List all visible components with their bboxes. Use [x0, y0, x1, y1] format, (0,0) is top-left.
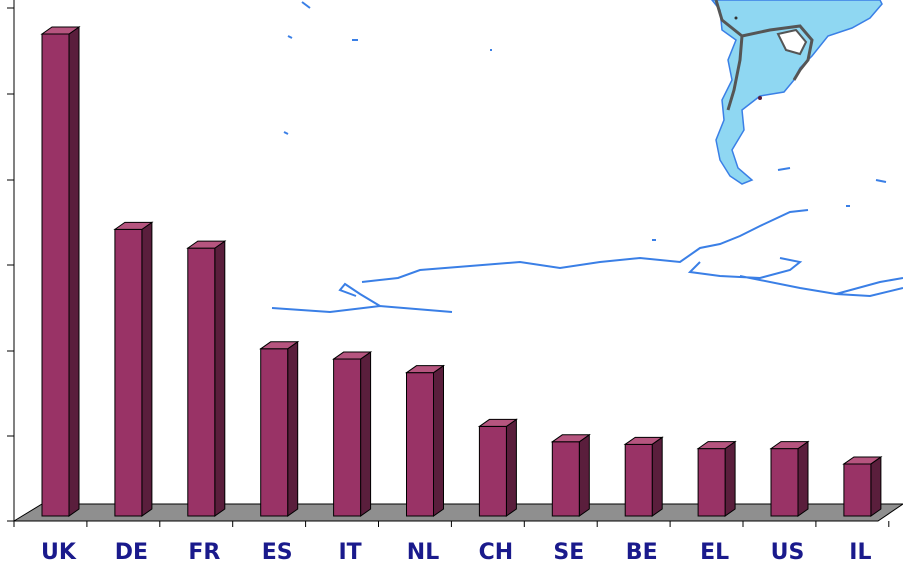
bar-us	[769, 440, 810, 517]
map-continent-outline	[711, 0, 883, 185]
y-axis	[7, 0, 15, 522]
bar-front	[406, 372, 434, 517]
bar-side	[651, 436, 663, 517]
bar-front	[697, 448, 726, 517]
bar-top	[550, 434, 591, 443]
x-tick-label: CH	[479, 540, 514, 564]
bar-be	[623, 436, 664, 517]
bar-ch	[477, 418, 518, 517]
bar-front	[187, 247, 216, 517]
map-inner-region	[776, 28, 808, 56]
bar-top	[332, 351, 373, 360]
bar-it	[332, 351, 373, 517]
x-tick-label: FR	[188, 540, 220, 564]
bar-side	[724, 440, 736, 517]
x-tick-label: IL	[849, 540, 871, 564]
x-tick-label: DE	[115, 540, 148, 564]
bar-top	[769, 441, 810, 450]
bar-top	[404, 365, 446, 374]
map-coastline-south	[271, 209, 903, 314]
bar-side	[360, 351, 372, 517]
x-axis-ticks	[13, 521, 890, 527]
bar-front	[770, 448, 799, 517]
bar-side	[578, 433, 590, 517]
bar-top	[696, 441, 737, 450]
x-tick-label: EL	[700, 540, 729, 564]
x-tick-label: IT	[338, 540, 361, 564]
bar-front	[260, 348, 289, 517]
bar-side	[141, 221, 153, 517]
x-tick-label: US	[771, 540, 805, 564]
bar-side	[68, 26, 80, 517]
bar-nl	[404, 364, 446, 517]
bar-side	[505, 418, 517, 517]
background-map	[271, 0, 903, 314]
x-tick-label: UK	[41, 540, 77, 564]
bar-top	[40, 26, 81, 35]
x-tick-label: BE	[626, 540, 658, 564]
bar-front	[624, 443, 653, 517]
bar-side	[797, 440, 809, 517]
bar-top	[477, 418, 518, 427]
bars-group	[40, 26, 883, 517]
bar-side	[214, 240, 226, 517]
bar-fr	[186, 240, 227, 517]
bar-top	[842, 456, 883, 465]
bar-front	[478, 425, 507, 517]
bar-top	[186, 240, 227, 249]
x-tick-label: ES	[262, 540, 293, 564]
bar-side	[287, 340, 299, 517]
bar-de	[113, 221, 154, 517]
bar-uk	[40, 26, 81, 517]
bar-front	[41, 33, 70, 517]
x-tick-label: SE	[553, 540, 584, 564]
x-axis-labels: UK DE FR ES IT NL CH SE BE EL US IL	[41, 540, 871, 565]
bar-front	[333, 358, 362, 517]
bar-top	[113, 221, 154, 230]
bar-front	[843, 463, 872, 517]
bar-top	[259, 341, 300, 350]
bar-es	[259, 340, 300, 517]
bar-top	[623, 436, 664, 445]
x-tick-label: NL	[407, 540, 439, 564]
map-border-line	[714, 0, 814, 111]
bar-front	[114, 228, 143, 517]
bar-el	[696, 440, 737, 517]
bar-il	[842, 456, 883, 517]
bar-se	[550, 433, 591, 517]
bar-front	[551, 441, 580, 517]
bar-side	[433, 364, 444, 517]
bar-side	[870, 456, 882, 517]
